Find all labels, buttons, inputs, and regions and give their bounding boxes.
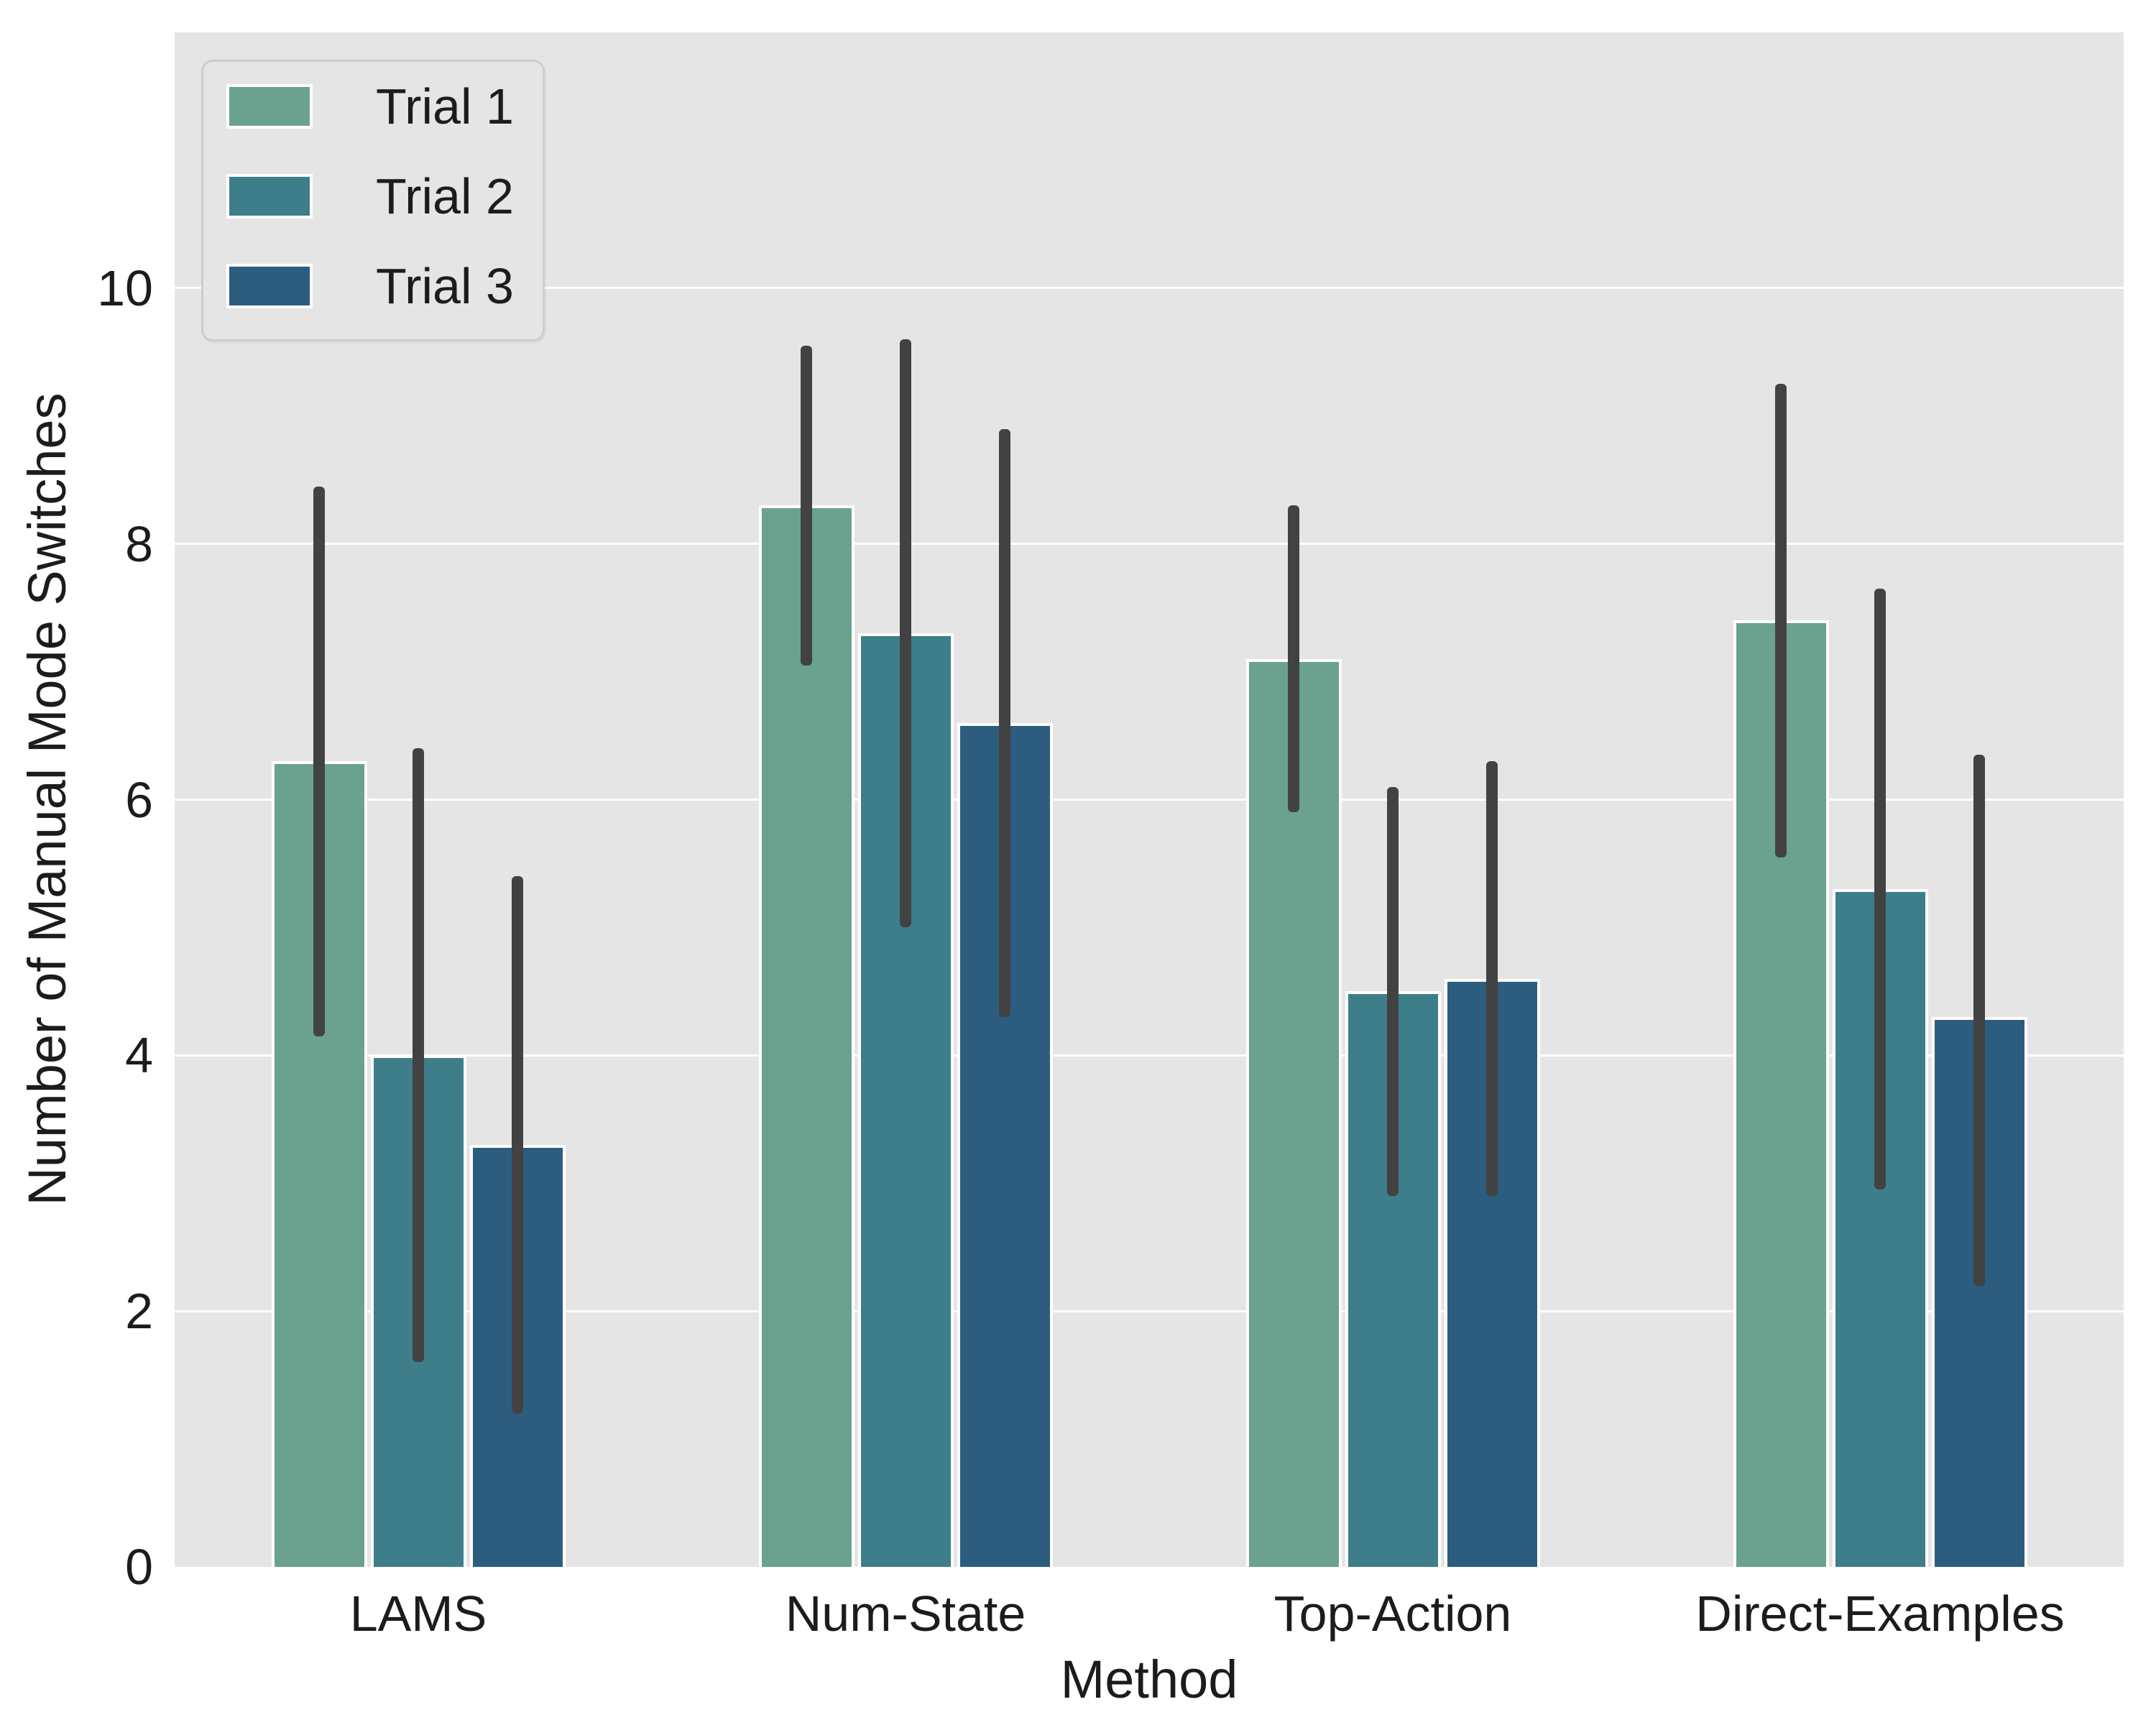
gridline-y-8 [175, 543, 2124, 546]
errorbar-num-state-trial-2 [900, 339, 911, 928]
y-tick-8: 8 [125, 515, 153, 572]
errorbar-lams-trial-2 [413, 748, 424, 1363]
x-tick-num-state: Num-State [785, 1586, 1026, 1642]
x-tick-lams: LAMS [349, 1586, 487, 1642]
x-tick-direct-examples: Direct-Examples [1695, 1586, 2065, 1642]
bar-lams-trial-1 [271, 761, 367, 1567]
errorbar-direct-examples-trial-1 [1775, 384, 1787, 857]
legend-label-trial-3: Trial 3 [376, 258, 514, 314]
x-tick-top-action: Top-Action [1273, 1586, 1512, 1642]
legend-label-trial-1: Trial 1 [376, 78, 514, 134]
errorbar-direct-examples-trial-3 [1973, 755, 1985, 1286]
bar-num-state-trial-1 [758, 505, 854, 1567]
legend-row: Trial 1 [226, 80, 514, 132]
legend: Trial 1 Trial 2 Trial 3 [201, 60, 545, 341]
gridline-y-4 [175, 1054, 2124, 1057]
legend-row: Trial 2 [226, 170, 514, 222]
y-axis-label: Number of Manual Mode Switches [17, 392, 77, 1206]
legend-swatch-trial-3 [226, 264, 313, 308]
gridline-y-10 [175, 287, 2124, 290]
legend-swatch-trial-1 [226, 84, 313, 129]
errorbar-direct-examples-trial-2 [1874, 588, 1886, 1190]
y-tick-4: 4 [125, 1027, 153, 1084]
errorbar-lams-trial-3 [512, 876, 523, 1414]
errorbar-top-action-trial-2 [1387, 786, 1399, 1197]
errorbar-num-state-trial-1 [801, 345, 812, 666]
legend-swatch-trial-2 [226, 174, 313, 218]
legend-row: Trial 3 [226, 260, 514, 312]
y-tick-10: 10 [97, 259, 153, 316]
gridline-y-6 [175, 799, 2124, 801]
errorbar-top-action-trial-3 [1486, 761, 1498, 1197]
y-tick-0: 0 [125, 1539, 153, 1595]
y-tick-6: 6 [125, 771, 153, 828]
gridline-y-2 [175, 1310, 2124, 1312]
y-tick-2: 2 [125, 1283, 153, 1340]
x-axis-label: Method [1060, 1650, 1238, 1709]
plot-area: Trial 1 Trial 2 Trial 3 [175, 32, 2124, 1567]
errorbar-top-action-trial-1 [1288, 505, 1299, 813]
errorbar-num-state-trial-3 [999, 428, 1010, 1017]
errorbar-lams-trial-1 [313, 486, 325, 1036]
legend-label-trial-2: Trial 2 [376, 168, 514, 224]
